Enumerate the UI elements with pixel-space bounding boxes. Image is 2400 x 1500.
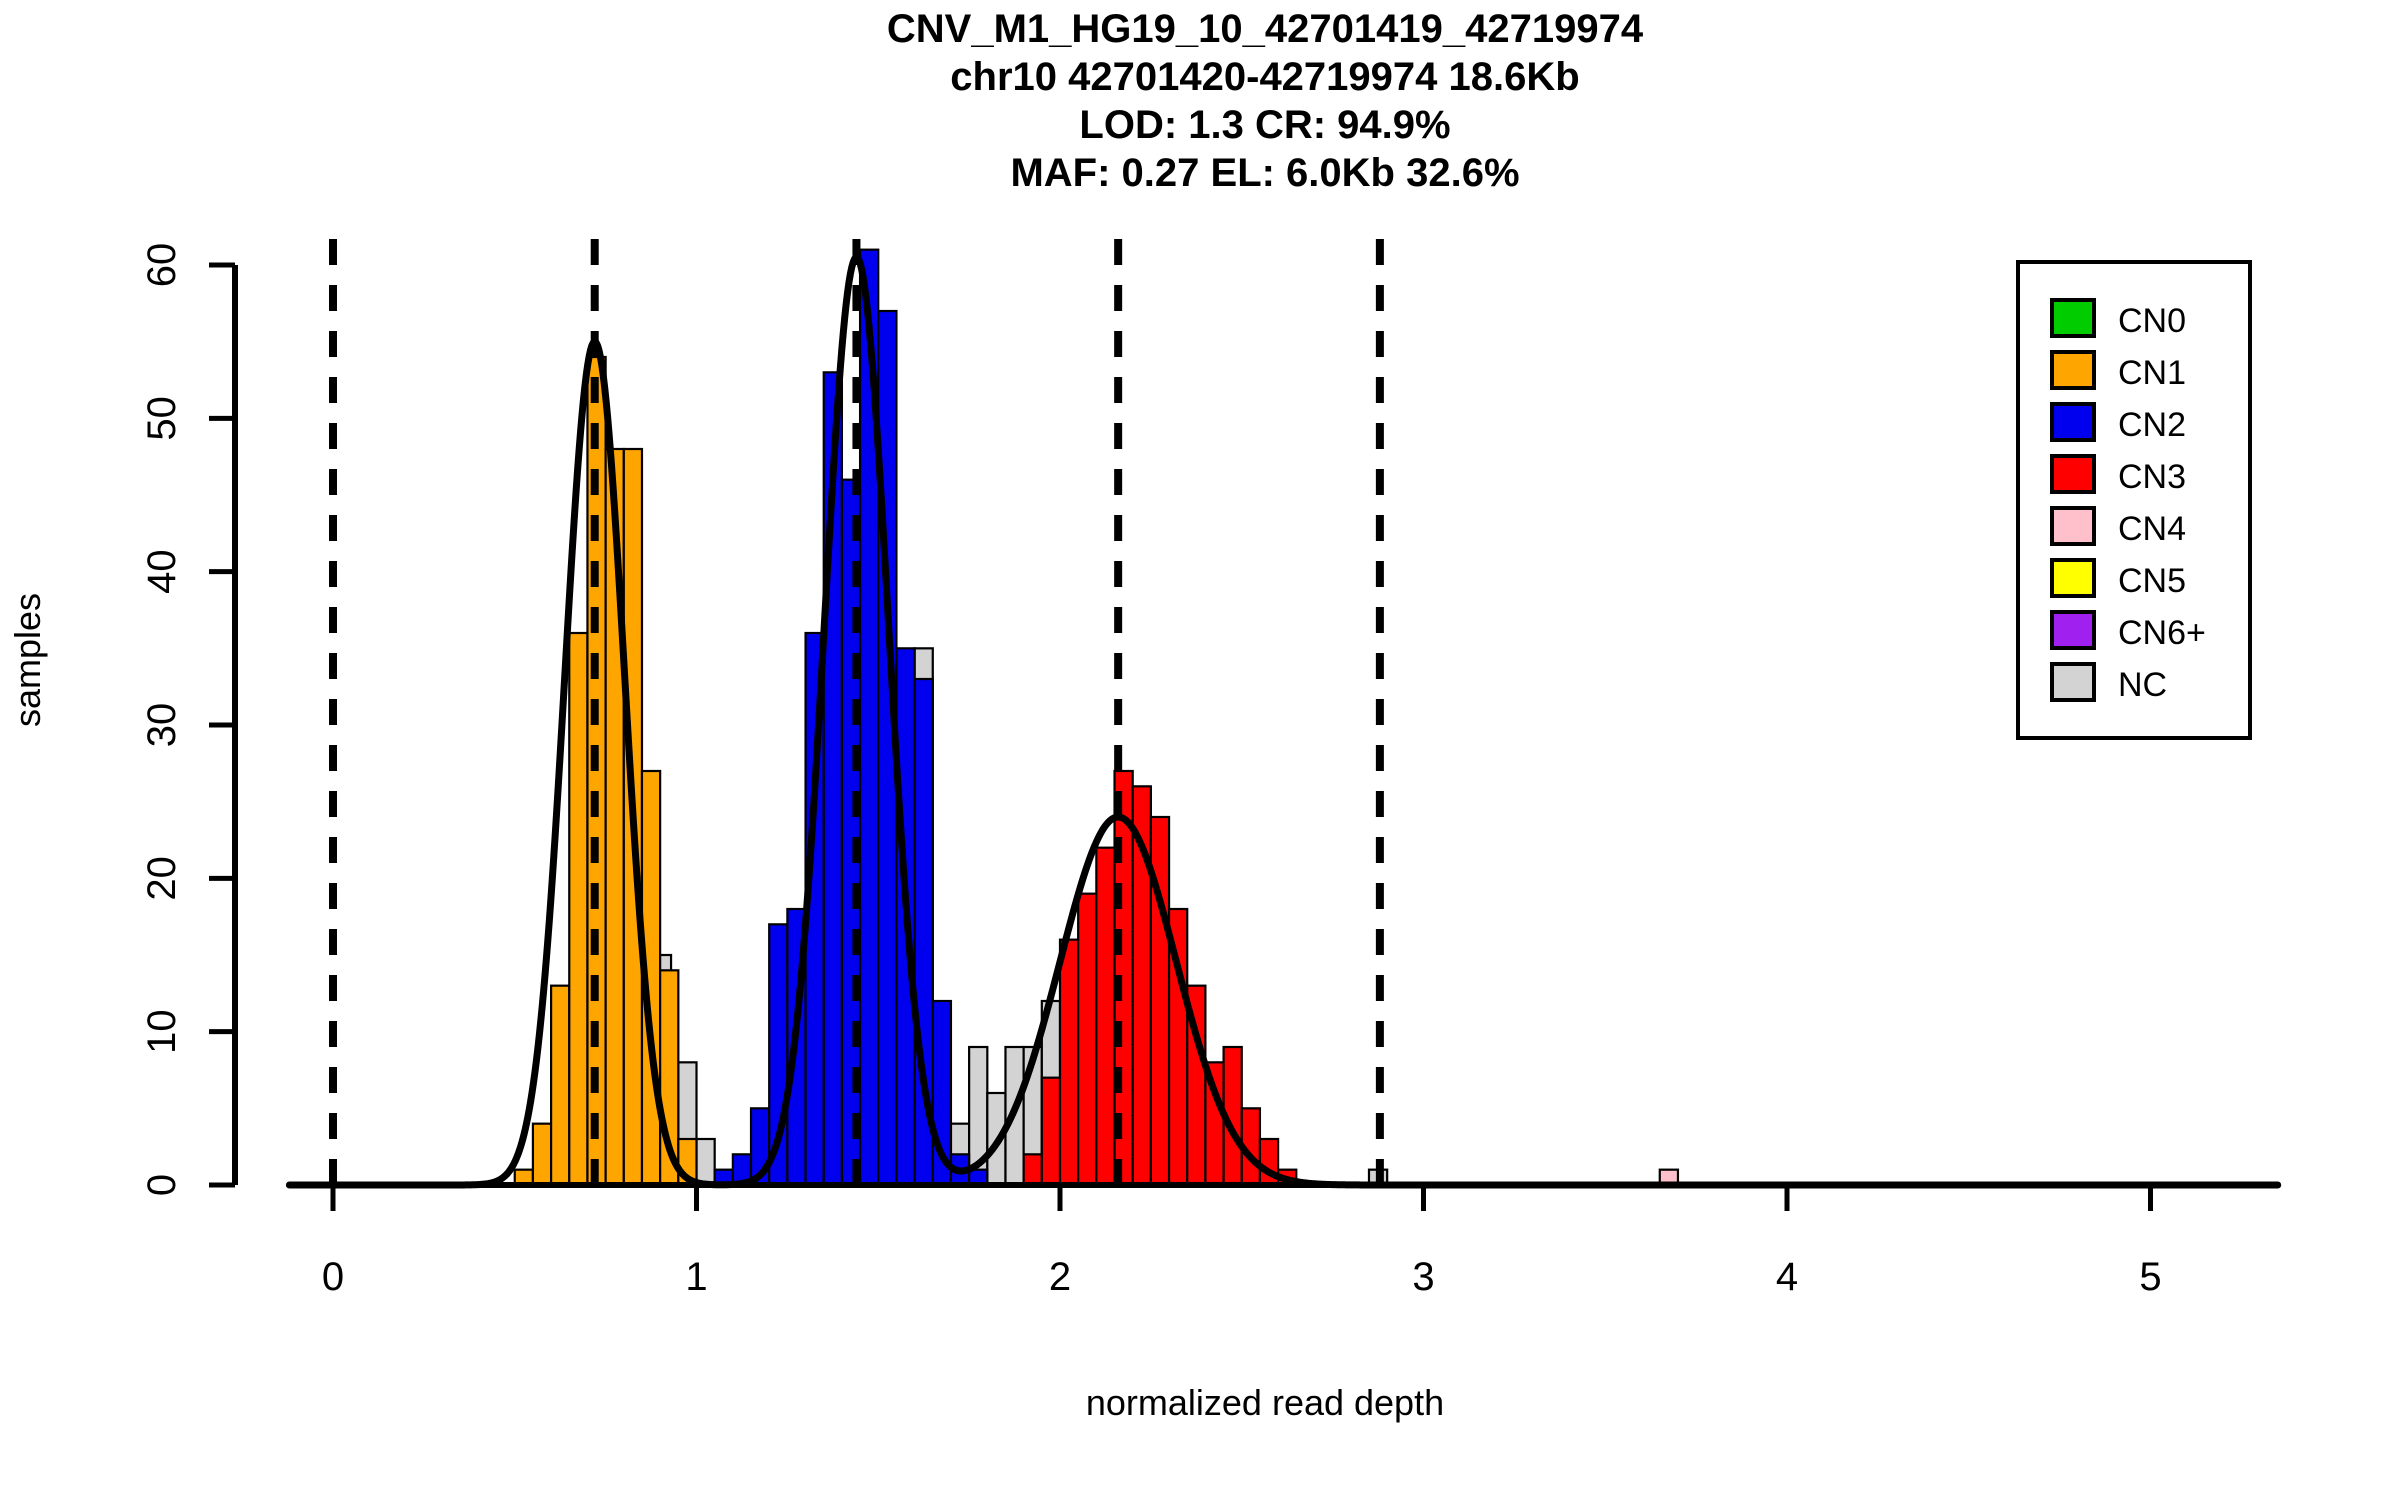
legend-item-cn1[interactable]: CN1 xyxy=(2050,350,2186,392)
histogram-bar xyxy=(1095,846,1116,1187)
histogram-bar xyxy=(549,984,571,1187)
title-line-4: MAF: 0.27 EL: 6.0Kb 32.6% xyxy=(1010,151,1519,195)
histogram-bar xyxy=(1077,892,1098,1187)
legend-item-cn5[interactable]: CN5 xyxy=(2050,558,2186,600)
y-tick-label: 50 xyxy=(140,396,184,441)
y-tick-label: 0 xyxy=(140,1174,184,1196)
legend-item-cn3[interactable]: CN3 xyxy=(2050,454,2186,496)
title-block: CNV_M1_HG19_10_42701419_42719974 chr10 4… xyxy=(887,7,1644,195)
title-line-1: CNV_M1_HG19_10_42701419_42719974 xyxy=(887,7,1644,51)
legend-item-cn6plus[interactable]: CN6+ xyxy=(2050,610,2206,652)
x-tick-label: 1 xyxy=(685,1255,707,1299)
legend-swatch-cn5 xyxy=(2050,558,2096,598)
y-tick-label: 30 xyxy=(140,703,184,748)
histogram-bar xyxy=(531,1122,553,1187)
legend-label-cn3: CN3 xyxy=(2118,458,2186,496)
title-line-2: chr10 42701420-42719974 18.6Kb xyxy=(950,55,1579,99)
legend-label-cn6plus: CN6+ xyxy=(2118,614,2206,652)
legend-item-nc[interactable]: NC xyxy=(2050,662,2167,704)
title-line-3: LOD: 1.3 CR: 94.9% xyxy=(1079,103,1450,147)
legend-swatch-cn6plus xyxy=(2050,610,2096,650)
y-tick-label: 60 xyxy=(140,243,184,288)
histogram-bar xyxy=(568,631,589,1187)
y-tick-label: 40 xyxy=(140,549,184,594)
legend-item-cn2[interactable]: CN2 xyxy=(2050,402,2186,444)
legend-swatch-nc xyxy=(2050,662,2096,702)
legend-box[interactable]: CN0 CN1 CN2 CN3 CN4 CN5 CN6+ NC xyxy=(2016,260,2252,740)
legend-label-cn0: CN0 xyxy=(2118,302,2186,340)
y-tick-label: 10 xyxy=(140,1009,184,1054)
y-axis-label: samples xyxy=(7,593,48,727)
legend-item-cn4[interactable]: CN4 xyxy=(2050,506,2186,548)
x-tick-label: 3 xyxy=(1412,1255,1434,1299)
legend-border xyxy=(2016,260,2252,740)
x-tick-label: 4 xyxy=(1776,1255,1798,1299)
x-tick-label: 0 xyxy=(322,1255,344,1299)
component-mean-lines xyxy=(329,223,1384,1185)
legend-label-nc: NC xyxy=(2118,666,2167,704)
legend-item-cn0[interactable]: CN0 xyxy=(2050,298,2186,340)
legend-swatch-cn3 xyxy=(2050,454,2096,494)
histogram-bar xyxy=(695,1137,716,1187)
legend-label-cn4: CN4 xyxy=(2118,510,2186,548)
legend-swatch-cn1 xyxy=(2050,350,2096,390)
histogram-bar xyxy=(1058,938,1080,1187)
x-axis-label: normalized read depth xyxy=(1086,1382,1444,1423)
legend-swatch-cn4 xyxy=(2050,506,2096,546)
legend-label-cn2: CN2 xyxy=(2118,406,2186,444)
legend-label-cn1: CN1 xyxy=(2118,354,2186,392)
x-tick-label: 5 xyxy=(2139,1255,2161,1299)
histogram-bar xyxy=(1022,1153,1043,1187)
legend-swatch-cn0 xyxy=(2050,298,2096,338)
histogram-bar xyxy=(1040,1076,1062,1187)
legend-label-cn5: CN5 xyxy=(2118,562,2186,600)
x-tick-label: 2 xyxy=(1049,1255,1071,1299)
y-tick-label: 20 xyxy=(140,856,184,901)
legend-swatch-cn2 xyxy=(2050,402,2096,442)
